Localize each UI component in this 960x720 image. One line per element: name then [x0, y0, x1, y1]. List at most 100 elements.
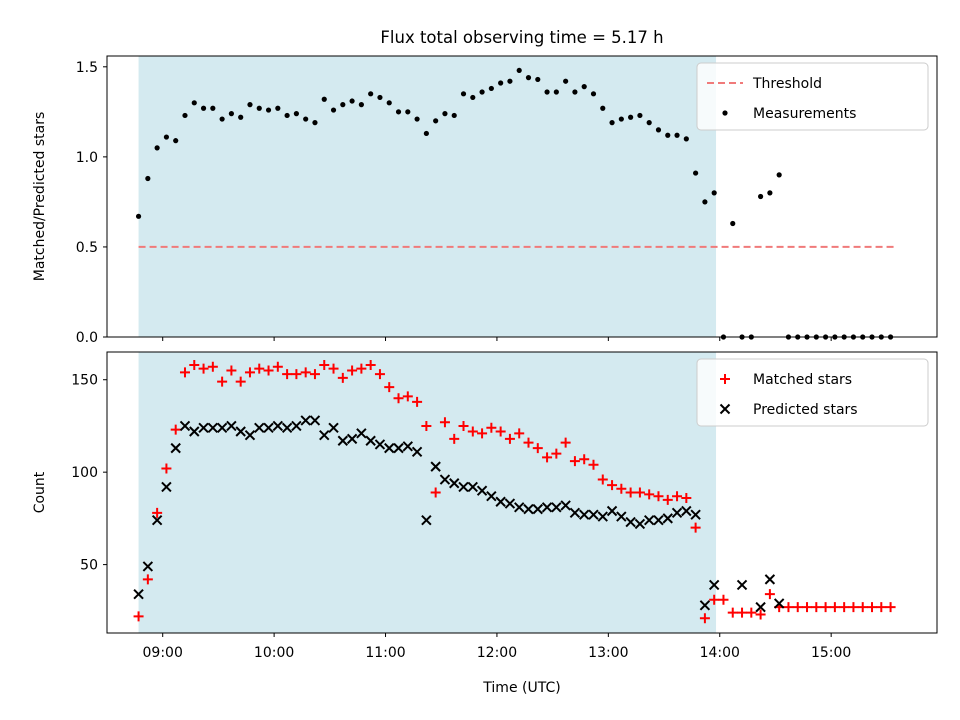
predicted-star-point — [616, 511, 627, 522]
predicted-star-point — [393, 442, 404, 454]
matched-star-point — [551, 448, 562, 459]
matched-star-point — [644, 489, 655, 500]
measurement-point — [191, 100, 197, 106]
predicted-star-point — [449, 478, 460, 489]
matched-star-point — [244, 367, 255, 378]
measurement-point — [321, 96, 327, 102]
matched-star-point — [579, 454, 590, 465]
bottom-panel: 50 100 150 09:00 10:00 11:00 12:00 13:00 14:00 15… — [32, 351, 938, 696]
matched-star-point — [235, 376, 246, 387]
measurement-point — [460, 91, 467, 97]
predicted-star-point — [244, 429, 256, 441]
predicted-star-point — [189, 426, 200, 437]
matched-star-point — [449, 433, 460, 444]
measurement-point — [665, 132, 671, 138]
matched-star-point — [662, 494, 673, 505]
matched-star-point — [718, 594, 729, 605]
matched-star-point — [347, 365, 358, 376]
matched-star-point — [421, 420, 432, 431]
y-tick-label: 50 — [80, 558, 98, 574]
matched-star-point — [755, 609, 766, 620]
axes-frame — [106, 55, 938, 338]
legend-matched-handle — [720, 374, 730, 384]
y-tick-label: 1.0 — [76, 150, 98, 166]
measurement-point — [525, 75, 532, 81]
measurement-point — [693, 170, 699, 176]
x-tick-label: 10:00 — [254, 645, 294, 661]
measurement-point — [618, 116, 624, 122]
predicted-star-point — [365, 435, 376, 446]
measurement-point — [182, 112, 188, 119]
measurement-point — [451, 112, 457, 119]
measurement-point — [135, 213, 142, 219]
matched-star-point — [783, 602, 794, 613]
matched-star-point — [328, 363, 339, 374]
legend-label: Threshold — [752, 76, 822, 92]
measurement-point — [590, 91, 597, 97]
matched-star-point — [867, 602, 878, 613]
matched-star-point — [653, 491, 664, 502]
predicted-star-point — [560, 500, 571, 511]
predicted-star-point — [300, 415, 311, 426]
measurement-point — [414, 116, 420, 122]
predicted-star-point — [272, 420, 284, 432]
measurement-point — [470, 94, 476, 101]
measurement-point — [776, 172, 782, 178]
matched-star-point — [282, 369, 293, 380]
matched-star-point — [263, 365, 274, 376]
predicted-star-point — [699, 600, 711, 611]
matched-star-point — [309, 369, 320, 380]
matched-star-point — [152, 507, 163, 518]
legend-predicted-handle — [719, 403, 731, 415]
y-tick-label: 0.5 — [76, 240, 98, 256]
measurement-point — [442, 111, 448, 117]
predicted-star-point — [569, 507, 581, 519]
predicted-star-point — [653, 515, 664, 526]
matched-star-point — [829, 602, 840, 613]
predicted-star-point — [708, 579, 720, 591]
matched-star-point — [430, 487, 441, 498]
measurement-point — [330, 107, 337, 113]
predicted-star-point — [597, 511, 608, 522]
predicted-star-point — [532, 503, 543, 515]
predicted-star-point — [541, 502, 553, 513]
matched-star-point — [597, 474, 608, 485]
matched-star-point — [625, 487, 636, 498]
predicted-star-point — [411, 446, 423, 458]
figure-title: Flux total observing time = 5.17 h — [380, 28, 663, 47]
x-tick-label: 09:00 — [143, 645, 183, 661]
measurement-point — [655, 127, 662, 133]
predicted-star-point — [346, 433, 358, 445]
predicted-star-point — [476, 485, 488, 496]
predicted-star-point — [606, 505, 618, 517]
predicted-star-point — [328, 422, 339, 434]
observing-window-shading — [138, 56, 717, 337]
matched-star-point — [467, 426, 478, 437]
matched-star-point — [217, 376, 228, 387]
x-tick-label: 11:00 — [365, 645, 405, 661]
legend-label: Matched stars — [753, 372, 852, 388]
predicted-star-point — [226, 420, 237, 432]
measurement-point — [581, 84, 587, 90]
predicted-star-point — [374, 439, 386, 450]
measurement-point — [516, 67, 522, 74]
x-tick-label: 14:00 — [700, 645, 740, 661]
x-axis-label: Time (UTC) — [482, 680, 560, 696]
measurement-point — [284, 112, 290, 119]
predicted-star-point — [458, 481, 469, 493]
measurement-point — [702, 199, 708, 205]
measurement-point — [395, 109, 402, 115]
measurement-point — [340, 102, 346, 108]
measurement-point — [219, 116, 225, 122]
measurement-point — [553, 89, 559, 95]
predicted-star-point — [523, 503, 534, 515]
legend-measurement-handle — [722, 110, 728, 116]
y-tick-label: 100 — [71, 465, 98, 481]
measurement-point — [767, 190, 773, 196]
predicted-star-point — [514, 502, 525, 513]
predicted-star-point — [216, 422, 228, 434]
legend-box — [696, 62, 929, 131]
observing-window-shading — [138, 352, 717, 633]
predicted-star-point — [764, 574, 776, 585]
measurement-point — [349, 98, 355, 104]
